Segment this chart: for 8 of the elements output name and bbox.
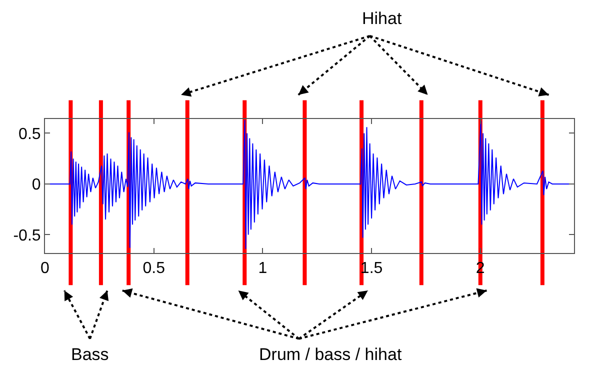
- x-tick-label: 0.5: [142, 260, 166, 278]
- x-tick-label: 1: [258, 260, 268, 278]
- y-tick-label: 0.5: [18, 126, 41, 143]
- text: Drum / bass / hihat: [259, 345, 402, 364]
- y-tick-label: -0.5: [13, 227, 41, 244]
- text: Bass: [71, 345, 109, 364]
- y-tick-label: 0: [32, 176, 41, 194]
- text: Hihat: [362, 9, 402, 28]
